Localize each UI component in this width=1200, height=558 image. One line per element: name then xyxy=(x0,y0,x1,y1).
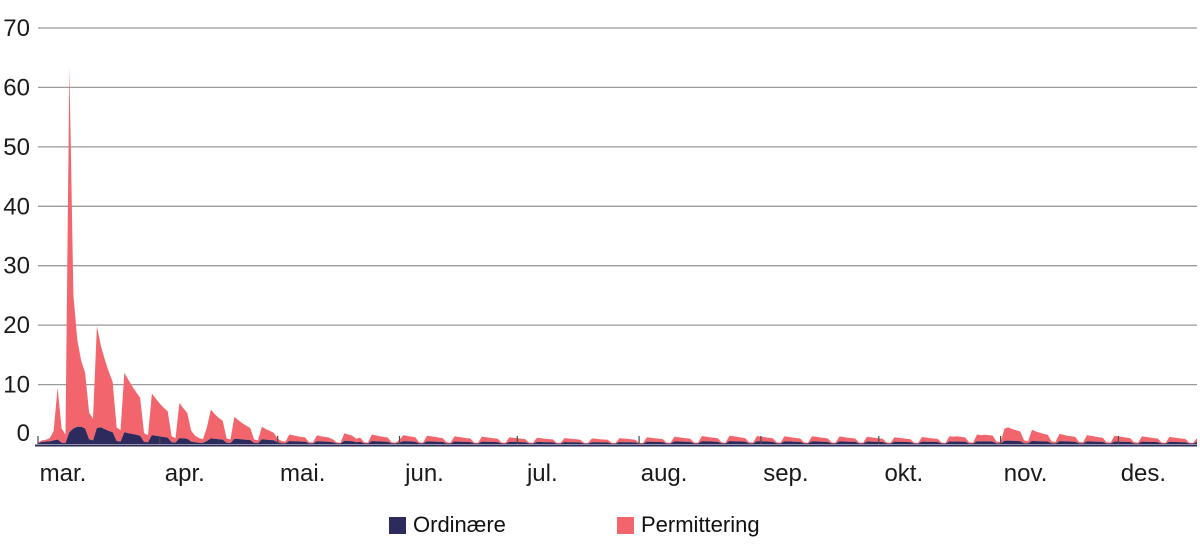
y-axis-label: 10 xyxy=(3,372,30,399)
x-axis-label: okt. xyxy=(884,460,923,487)
x-axis-label: jul. xyxy=(526,460,558,487)
x-axis-label: sep. xyxy=(763,460,808,487)
legend-label-ordinaere: Ordinære xyxy=(413,512,506,537)
x-axis-label: apr. xyxy=(165,460,205,487)
legend-item-ordinaere: Ordinære xyxy=(389,514,506,536)
x-axis-label: mai. xyxy=(280,460,325,487)
y-axis-label: 0 xyxy=(17,420,30,447)
y-axis-label: 30 xyxy=(3,253,30,280)
legend-label-permittering: Permittering xyxy=(641,512,760,537)
y-axis-label: 60 xyxy=(3,74,30,101)
ordinaere-swatch xyxy=(389,516,406,534)
x-axis-label: jun. xyxy=(404,460,444,487)
x-axis-label: aug. xyxy=(641,460,688,487)
y-axis-label: 20 xyxy=(3,312,30,339)
ordinaere-area xyxy=(38,426,1197,444)
y-axis-label: 40 xyxy=(3,193,30,220)
legend: Ordinære Permittering xyxy=(0,511,1200,547)
y-axis-label: 50 xyxy=(3,134,30,161)
x-axis-label: mar. xyxy=(40,460,87,487)
permittering-area xyxy=(38,66,1197,444)
legend-item-permittering: Permittering xyxy=(617,514,760,536)
permittering-swatch xyxy=(617,516,634,534)
x-axis-label: des. xyxy=(1121,460,1166,487)
x-axis-label: nov. xyxy=(1004,460,1048,487)
y-axis-label: 70 xyxy=(3,15,30,42)
